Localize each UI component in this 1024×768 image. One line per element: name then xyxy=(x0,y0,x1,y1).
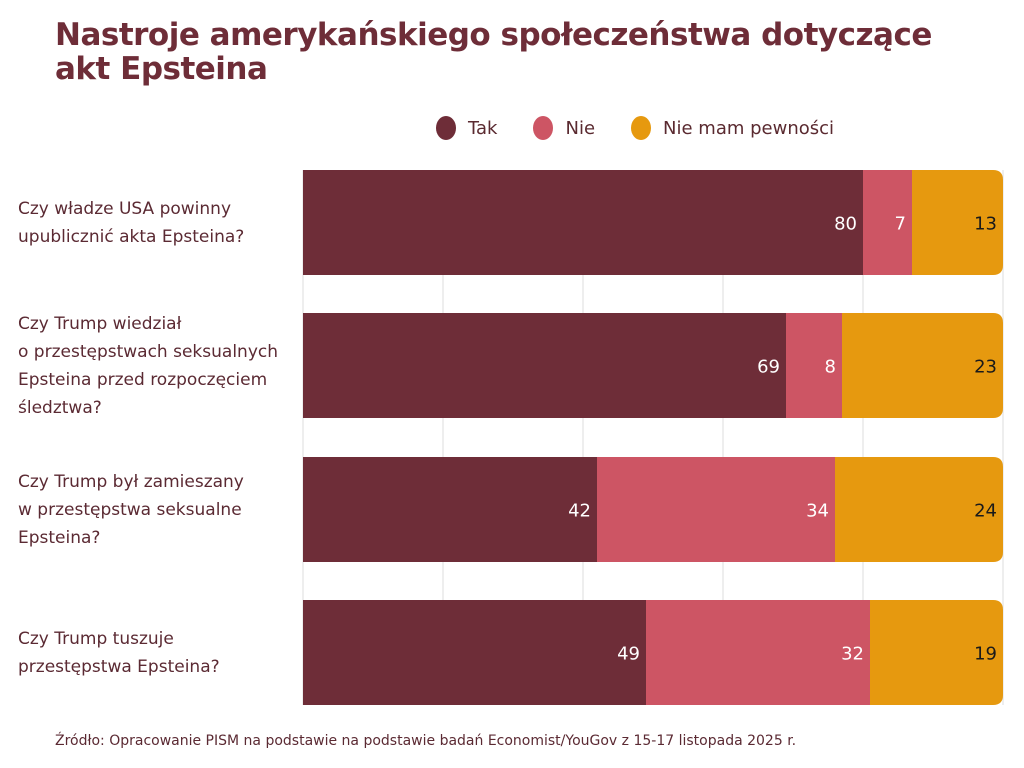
bar-group: 42 34 24 xyxy=(303,457,1003,562)
bar-group: 49 32 19 xyxy=(303,600,1003,705)
bar-group: 69 8 23 xyxy=(303,313,1003,418)
data-label: 13 xyxy=(974,214,997,235)
data-label: 32 xyxy=(841,644,864,665)
data-label: 34 xyxy=(806,501,829,522)
bar-segment xyxy=(786,313,842,418)
category-label-line: Czy Trump był zamieszany xyxy=(18,471,244,492)
legend-label-tak: Tak xyxy=(468,117,498,139)
category-label-line: przestępstwa Epsteina? xyxy=(18,656,220,677)
chart-title: Nastroje amerykańskiego społeczeństwa do… xyxy=(55,17,932,87)
bar-segment xyxy=(303,313,786,418)
category-label: Czy Trump wiedział o przestępstwach seksu… xyxy=(18,310,298,422)
legend-item-tak: Tak xyxy=(436,116,497,140)
legend-marker-nie xyxy=(533,116,554,140)
source-note: Źródło: Opracowanie PISM na podstawie na… xyxy=(55,733,797,749)
bar-segment xyxy=(597,457,835,562)
category-label-line: Czy władze USA powinny xyxy=(18,198,231,219)
legend-item-nie: Nie xyxy=(533,116,595,140)
category-label: Czy Trump był zamieszany w przestępstwa s… xyxy=(18,468,298,552)
legend-item-niepewne: Nie mam pewności xyxy=(631,116,834,140)
data-label: 69 xyxy=(757,357,780,378)
data-label: 24 xyxy=(974,501,997,522)
legend-marker-tak xyxy=(436,116,456,140)
bar-segment xyxy=(842,313,1003,418)
category-label: Czy władze USA powinny upublicznić akta E… xyxy=(18,195,298,251)
data-label: 49 xyxy=(617,644,640,665)
legend-label-nie: Nie xyxy=(565,117,596,139)
category-label-line: Epsteina przed rozpoczęciem xyxy=(18,369,268,390)
category-label-line: Czy Trump tuszuje xyxy=(18,628,174,649)
category-label-line: w przestępstwa seksualne xyxy=(18,499,242,520)
category-label-line: upublicznić akta Epsteina? xyxy=(18,226,245,247)
data-label: 42 xyxy=(568,501,591,522)
legend-marker-niepewne xyxy=(631,116,652,140)
bar-segment xyxy=(863,170,912,275)
data-label: 19 xyxy=(974,644,997,665)
category-label-line: o przestępstwach seksualnych xyxy=(18,341,278,362)
bar-group: 80 7 13 xyxy=(303,170,1003,275)
category-label-line: Czy Trump wiedział xyxy=(18,313,182,334)
category-label-line: śledztwa? xyxy=(18,397,102,418)
bar-segment xyxy=(303,600,646,705)
bar-segment xyxy=(835,457,1003,562)
data-label: 80 xyxy=(834,214,857,235)
bar-segment xyxy=(870,600,1003,705)
bar-segment xyxy=(646,600,870,705)
category-label: Czy Trump tuszuje przestępstwa Epsteina? xyxy=(18,625,298,681)
legend-label-niepewne: Nie mam pewności xyxy=(663,117,835,139)
bar-segment xyxy=(912,170,1003,275)
data-label: 23 xyxy=(974,357,997,378)
data-label: 8 xyxy=(825,357,836,378)
legend: Tak Nie Nie mam pewności xyxy=(436,116,870,140)
data-label: 7 xyxy=(895,214,906,235)
bar-segment xyxy=(303,170,863,275)
category-label-line: Epsteina? xyxy=(18,527,101,548)
bar-segment xyxy=(303,457,597,562)
